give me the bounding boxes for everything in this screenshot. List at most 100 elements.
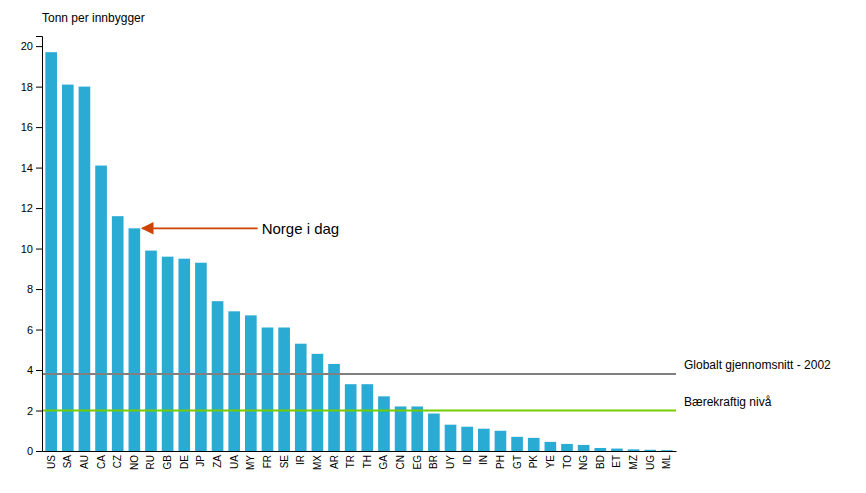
y-axis-title: Tonn per innbygger (42, 11, 145, 25)
bar (495, 431, 507, 451)
y-tick-mark (36, 289, 42, 290)
x-tick-label: MX (312, 455, 323, 470)
x-tick-label: GB (162, 455, 173, 470)
y-tick-label: 8 (27, 283, 33, 295)
bar (661, 450, 673, 451)
y-tick-mark (36, 168, 42, 169)
bar (528, 438, 540, 451)
x-tick: US (46, 455, 57, 469)
x-tick: TH (362, 455, 373, 468)
x-tick-label: TH (362, 455, 373, 468)
y-tick-label: 2 (27, 405, 33, 417)
bar (428, 414, 440, 451)
x-tick-label: NG (578, 455, 589, 470)
x-tick-label: JP (195, 455, 206, 467)
bar (644, 450, 656, 451)
reference-line (42, 410, 676, 412)
x-tick: CA (96, 455, 107, 469)
bar (361, 384, 373, 451)
x-tick-label: SE (279, 455, 290, 469)
x-tick: MZ (628, 455, 639, 469)
x-tick-label: RU (145, 455, 156, 469)
x-tick: AU (79, 455, 90, 469)
x-tick-label: AU (79, 455, 90, 469)
bar (295, 344, 307, 451)
x-tick: UA (229, 455, 240, 469)
y-tick: 2 (27, 405, 42, 417)
bar (162, 257, 174, 451)
y-tick: 10 (21, 243, 42, 255)
bar (62, 85, 74, 451)
x-tick: GB (162, 455, 173, 470)
y-tick-label: 20 (21, 40, 33, 52)
x-tick: IR (295, 455, 306, 465)
y-tick-label: 12 (21, 202, 33, 214)
x-tick-label: MZ (628, 455, 639, 469)
y-tick: 4 (27, 364, 42, 376)
bar (328, 364, 340, 451)
x-tick: UG (645, 455, 656, 470)
annotation: Norge i dag (262, 220, 340, 237)
x-tick-label: DE (179, 455, 190, 469)
x-tick-label: ML (661, 455, 672, 469)
x-tick: PK (528, 455, 539, 469)
x-tick-label: UY (445, 455, 456, 469)
x-tick-label: BR (428, 455, 439, 469)
x-tick-label: CZ (112, 455, 123, 468)
y-axis: 02468101214161820 (21, 37, 43, 458)
bar (245, 315, 257, 451)
chart: 02468101214161820USSAAUCACZNORUGBDEJPZAU… (0, 0, 866, 493)
x-tick: CN (395, 455, 406, 469)
bar (461, 427, 473, 451)
y-tick: 8 (27, 283, 42, 295)
y-tick: 0 (27, 445, 42, 457)
y-tick-label: 4 (27, 364, 33, 376)
x-tick-label: ET (611, 455, 622, 468)
x-tick: NG (578, 455, 589, 470)
x-tick-label: CN (395, 455, 406, 469)
y-tick: 16 (21, 121, 42, 133)
x-tick: IN (478, 455, 489, 465)
y-tick-mark (36, 127, 42, 128)
x-tick-label: IN (478, 455, 489, 465)
y-tick-mark (36, 249, 42, 250)
bar (195, 263, 207, 451)
x-tick: DE (179, 455, 190, 469)
bar (212, 301, 224, 451)
bar (312, 354, 324, 451)
y-axis-line (36, 37, 43, 452)
annotation-arrow (142, 227, 257, 229)
x-tick: GA (378, 455, 389, 470)
x-tick-label: YE (545, 455, 556, 469)
x-tick: MY (245, 455, 256, 470)
bar (578, 445, 590, 451)
y-tick-mark (36, 411, 42, 412)
bar (178, 259, 190, 451)
x-tick: TR (345, 455, 356, 468)
x-tick: NO (129, 455, 140, 470)
x-tick: RU (145, 455, 156, 469)
x-tick-label: UG (645, 455, 656, 470)
y-tick-label: 14 (21, 162, 33, 174)
y-tick-label: 10 (21, 243, 33, 255)
y-tick-mark (36, 87, 42, 88)
x-tick: SA (62, 455, 73, 469)
x-axis-line (43, 451, 677, 452)
y-tick: 6 (27, 324, 42, 336)
bar (511, 437, 523, 451)
x-tick-label: GA (378, 455, 389, 470)
x-tick-label: GT (512, 455, 523, 469)
x-tick: PH (495, 455, 506, 469)
x-tick-label: MY (245, 455, 256, 470)
bar (262, 328, 274, 451)
y-tick-mark (36, 370, 42, 371)
x-tick-label: PH (495, 455, 506, 469)
y-tick-label: 0 (27, 445, 33, 457)
y-tick-mark (36, 208, 42, 209)
x-tick-label: ZA (212, 455, 223, 468)
x-tick: CZ (112, 455, 123, 468)
bar (628, 449, 640, 451)
bar (228, 311, 240, 451)
y-tick-mark (36, 330, 42, 331)
x-tick-label: CA (96, 455, 107, 469)
